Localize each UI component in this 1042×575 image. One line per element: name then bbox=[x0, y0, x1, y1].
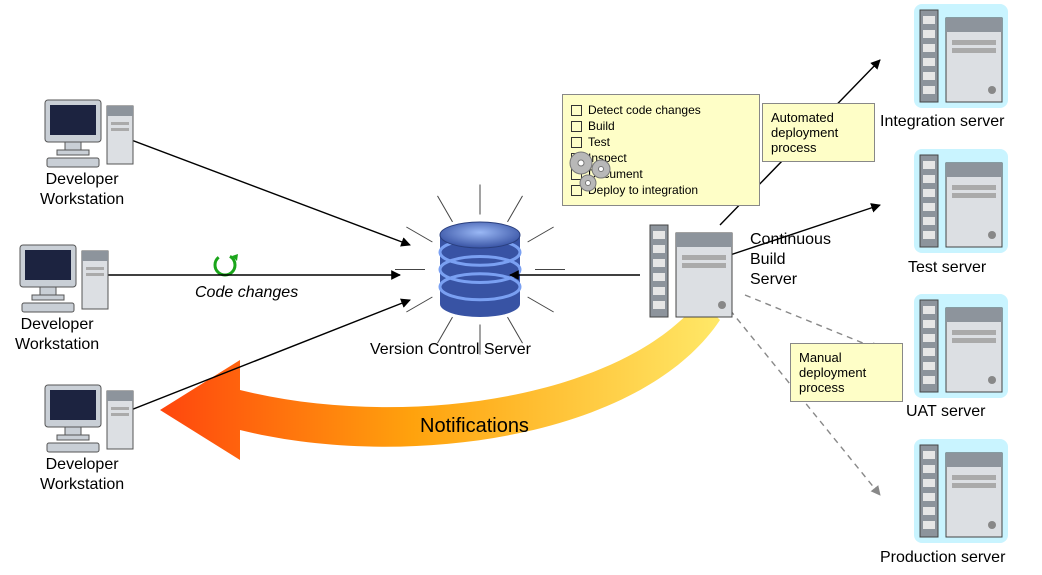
checklist-box: Detect code changesBuildTestInspectDocum… bbox=[562, 94, 760, 206]
label: DeveloperWorkstation bbox=[15, 315, 99, 355]
checklist-item: Build bbox=[571, 119, 751, 133]
label: Production server bbox=[880, 548, 1005, 568]
notifications-label: Notifications bbox=[420, 415, 529, 438]
label: Test server bbox=[908, 258, 986, 278]
process-box: Manual deployment process bbox=[790, 343, 903, 402]
code-changes-label: Code changes bbox=[195, 283, 298, 303]
svg-layer bbox=[0, 0, 1042, 575]
label: DeveloperWorkstation bbox=[40, 455, 124, 495]
process-box: Automated deployment process bbox=[762, 103, 875, 162]
label: Version Control Server bbox=[370, 340, 531, 360]
diagram: { "canvas":{"w":1042,"h":575,"bg":"#ffff… bbox=[0, 0, 1042, 575]
label: Integration server bbox=[880, 112, 1005, 132]
gears-icon bbox=[563, 145, 618, 195]
checklist-item: Detect code changes bbox=[571, 103, 751, 117]
label: UAT server bbox=[906, 402, 985, 422]
label: DeveloperWorkstation bbox=[40, 170, 124, 210]
label: ContinuousBuildServer bbox=[750, 230, 831, 290]
